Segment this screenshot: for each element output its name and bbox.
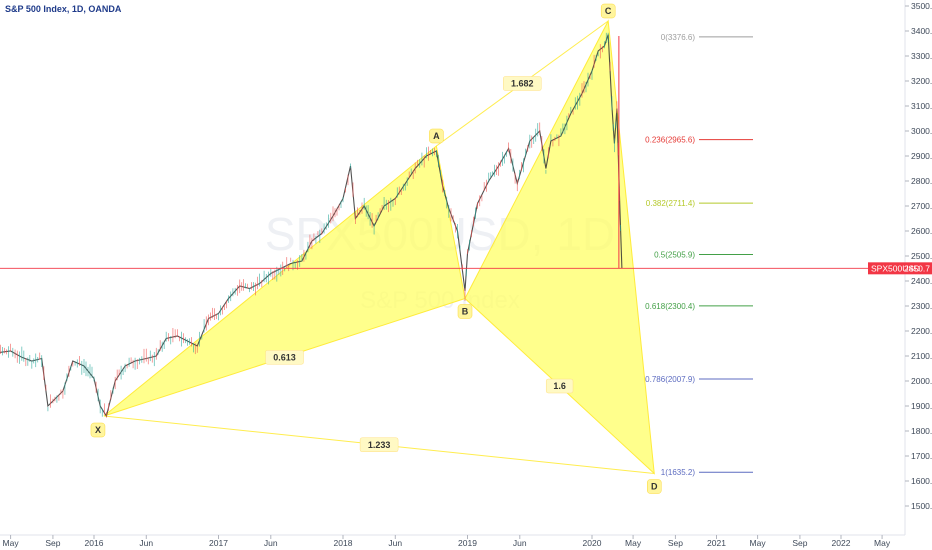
x-tick-label: Sep bbox=[668, 538, 683, 548]
y-tick-label: 2800.0 bbox=[911, 176, 932, 186]
ratio-label-box bbox=[265, 350, 304, 365]
x-tick-label: Jun bbox=[264, 538, 278, 548]
current-price-symbol: SPX500USD bbox=[871, 263, 920, 273]
x-tick-label: Jun bbox=[388, 538, 402, 548]
fib-level-label: 0.236(2965.6) bbox=[645, 136, 695, 145]
x-tick-label: Jun bbox=[139, 538, 153, 548]
pattern-point-label: B bbox=[462, 307, 469, 317]
x-tick-label: 2022 bbox=[832, 538, 851, 548]
fib-level-label: 0.382(2711.4) bbox=[646, 199, 696, 208]
x-tick-label: 2018 bbox=[334, 538, 353, 548]
x-tick-label: Sep bbox=[45, 538, 60, 548]
x-tick-label: 2021 bbox=[707, 538, 726, 548]
x-tick-label: Sep bbox=[792, 538, 807, 548]
ratio-label-box bbox=[359, 437, 399, 452]
x-tick-label: May bbox=[750, 538, 767, 548]
y-tick-label: 3300.0 bbox=[911, 51, 932, 61]
pattern-point-label: C bbox=[605, 6, 612, 16]
current-price-tag-background bbox=[868, 262, 932, 275]
y-tick-label: 2700.0 bbox=[911, 201, 932, 211]
x-tick-label: 2016 bbox=[85, 538, 104, 548]
x-tick-label: May bbox=[3, 538, 20, 548]
pattern-point-label: A bbox=[433, 131, 440, 141]
y-tick-label: 2100.0 bbox=[911, 351, 932, 361]
y-tick-label: 1700.0 bbox=[911, 451, 932, 461]
y-tick-label: 3400.0 bbox=[911, 26, 932, 36]
y-tick-label: 2300.0 bbox=[911, 301, 932, 311]
pattern-point-box bbox=[600, 3, 616, 19]
pattern-point-box bbox=[647, 479, 662, 494]
ratio-label-box bbox=[545, 378, 574, 394]
ratio-label: 1.6 bbox=[553, 381, 566, 391]
pattern-point-box bbox=[429, 128, 444, 144]
current-price-line bbox=[0, 36, 905, 269]
y-tick-label: 2600.0 bbox=[911, 226, 932, 236]
x-tick-label: 2019 bbox=[458, 538, 477, 548]
y-tick-label: 2500.0 bbox=[911, 251, 932, 261]
harmonic-pattern[interactable]: 1.682 0.613 1.6 1.233 X A B C D bbox=[90, 3, 662, 494]
y-tick-label: 1900.0 bbox=[911, 401, 932, 411]
fib-level-label: 1(1635.2) bbox=[661, 468, 696, 477]
pattern-triangle-bcd[interactable] bbox=[464, 19, 655, 475]
x-tick-label: May bbox=[625, 538, 642, 548]
y-tick-label: 2000.0 bbox=[911, 376, 932, 386]
x-tick-label: 2020 bbox=[583, 538, 602, 548]
fib-level-label: 0(3376.6) bbox=[661, 33, 696, 42]
ratio-label-box bbox=[503, 76, 542, 91]
x-tick-label: May bbox=[874, 538, 891, 548]
current-price-value: 2450.7 bbox=[904, 263, 930, 273]
y-tick-label: 2400.0 bbox=[911, 276, 932, 286]
y-tick-label: 1500.0 bbox=[911, 501, 932, 511]
pattern-point-label: X bbox=[95, 425, 101, 435]
y-axis[interactable]: 1500.0 1600.0 1700.0 1800.0 1900.0 2000.0 2100… bbox=[904, 0, 932, 535]
y-tick-label: 1600.0 bbox=[911, 476, 932, 486]
y-tick-label: 3500.0 bbox=[911, 1, 932, 11]
x-tick-label: 2017 bbox=[209, 538, 228, 548]
y-tick-label: 1800.0 bbox=[911, 426, 932, 436]
fib-levels[interactable]: 0(3376.6) 0.236(2965.6) 0.382(2711.4) 0.5(2… bbox=[645, 33, 753, 477]
chart-title: S&P 500 Index, 1D, OANDA bbox=[5, 4, 122, 14]
ratio-label: 0.613 bbox=[273, 352, 296, 362]
ratio-label: 1.233 bbox=[368, 440, 391, 450]
x-tick-label: Jun bbox=[513, 538, 527, 548]
y-tick-label: 2900.0 bbox=[911, 151, 932, 161]
y-tick-label: 3200.0 bbox=[911, 76, 932, 86]
ratio-label: 1.682 bbox=[511, 79, 534, 89]
y-tick-label: 3100.0 bbox=[911, 101, 932, 111]
fib-level-label: 0.618(2300.4) bbox=[645, 302, 695, 311]
current-price-tag: SPX500USD 2450.7 bbox=[868, 262, 932, 275]
fib-level-label: 0.786(2007.9) bbox=[645, 375, 695, 384]
y-tick-label: 3000.0 bbox=[911, 126, 932, 136]
fib-level-label: 0.5(2505.9) bbox=[654, 251, 695, 260]
pattern-triangle-xab[interactable] bbox=[103, 145, 466, 417]
y-tick-label: 2200.0 bbox=[911, 326, 932, 336]
x-axis[interactable]: May Sep 2016 Jun 2017 Jun 2018 Jun 2019 Jun 2020 Ma… bbox=[0, 534, 905, 548]
pattern-point-label: D bbox=[651, 482, 658, 492]
pattern-point-box bbox=[457, 304, 473, 319]
pattern-point-box bbox=[90, 422, 106, 438]
